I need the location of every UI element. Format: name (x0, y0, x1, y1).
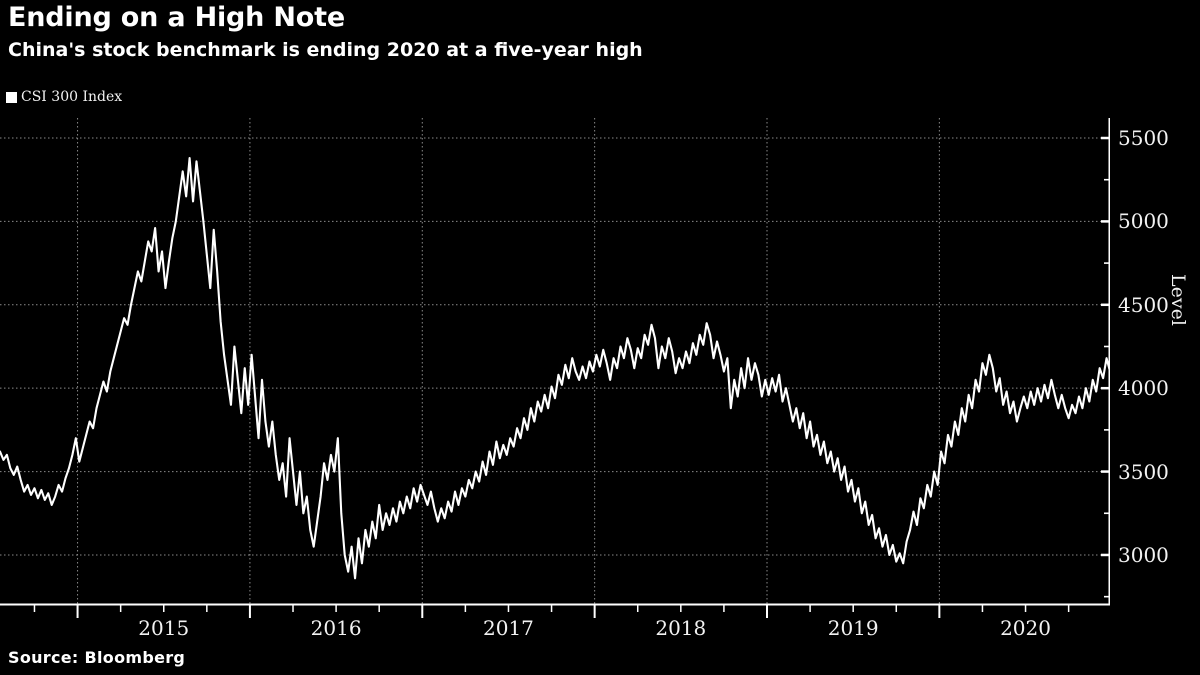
x-axis-tick-label: 2020 (1000, 616, 1051, 640)
y-axis-labels: 3000 3500 4000 4500 5000 5500 (1118, 118, 1198, 605)
x-axis-tick-label: 2018 (655, 616, 707, 640)
chart-legend: CSI 300 Index (6, 90, 122, 104)
series-line-csi-300 (0, 156, 1110, 580)
x-axis-tick-label: 2017 (483, 616, 534, 640)
legend-series-label: CSI 300 Index (21, 89, 123, 105)
page-title: Ending on a High Note (8, 2, 345, 33)
legend-swatch-icon (6, 91, 17, 103)
y-axis-tick-label: 5500 (1118, 126, 1169, 150)
y-axis-tick-label: 4000 (1118, 376, 1169, 401)
y-axis-tick-label: 3500 (1118, 459, 1169, 484)
line-chart-canvas (0, 118, 1110, 618)
y-axis-tick-label: 3000 (1118, 542, 1169, 567)
y-axis-tick-label: 5000 (1118, 209, 1169, 234)
x-axis-tick-label: 2016 (310, 616, 362, 640)
plot-area (0, 118, 1110, 618)
y-axis-tick-label: 4500 (1118, 292, 1169, 317)
x-axis-tick-label: 2015 (138, 616, 190, 640)
source-note: Source: Bloomberg (8, 648, 186, 667)
y-axis-title: Level (1167, 274, 1189, 326)
x-axis-tick-label: 2019 (827, 616, 879, 640)
x-axis-labels: 2015 2016 2017 2018 2019 2020 (0, 616, 1110, 646)
page-subtitle: China's stock benchmark is ending 2020 a… (8, 39, 643, 61)
